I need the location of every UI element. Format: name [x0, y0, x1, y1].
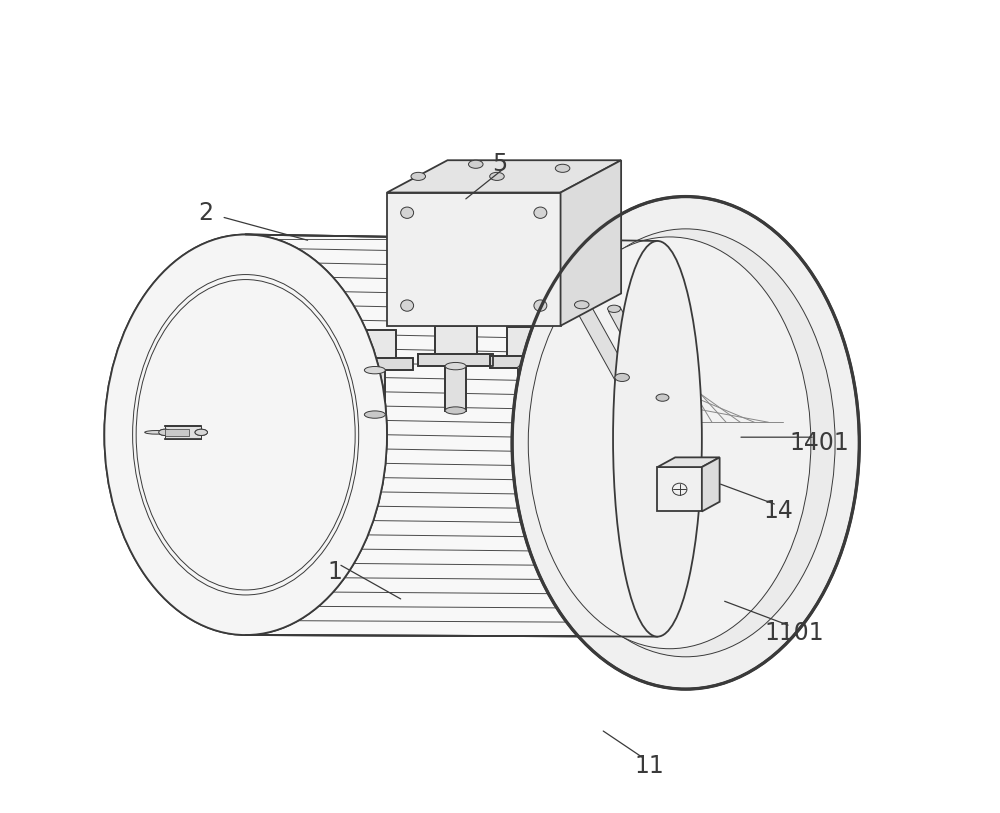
- Polygon shape: [593, 371, 614, 415]
- Ellipse shape: [518, 364, 539, 372]
- Ellipse shape: [327, 350, 350, 358]
- Polygon shape: [575, 301, 629, 381]
- Ellipse shape: [536, 229, 835, 657]
- Ellipse shape: [534, 300, 547, 311]
- Text: 1101: 1101: [765, 620, 825, 645]
- Ellipse shape: [518, 408, 539, 415]
- Text: 2: 2: [198, 201, 213, 224]
- Polygon shape: [165, 426, 201, 438]
- Ellipse shape: [104, 234, 387, 635]
- Ellipse shape: [401, 207, 414, 219]
- Polygon shape: [387, 193, 561, 326]
- Ellipse shape: [104, 234, 387, 635]
- Polygon shape: [657, 467, 702, 511]
- Ellipse shape: [364, 411, 385, 418]
- Ellipse shape: [195, 429, 207, 436]
- Polygon shape: [507, 328, 549, 355]
- Polygon shape: [418, 354, 493, 366]
- Ellipse shape: [411, 172, 426, 180]
- Polygon shape: [582, 331, 624, 359]
- Ellipse shape: [608, 305, 621, 312]
- Polygon shape: [354, 330, 396, 358]
- Ellipse shape: [574, 301, 589, 309]
- Ellipse shape: [145, 431, 169, 434]
- Polygon shape: [387, 160, 621, 193]
- Polygon shape: [137, 334, 758, 366]
- Polygon shape: [364, 370, 385, 415]
- Polygon shape: [337, 358, 413, 370]
- Polygon shape: [165, 426, 201, 438]
- Polygon shape: [201, 366, 758, 389]
- Ellipse shape: [528, 237, 811, 649]
- Polygon shape: [561, 160, 621, 326]
- Ellipse shape: [445, 406, 466, 414]
- Ellipse shape: [490, 172, 504, 180]
- Ellipse shape: [613, 241, 702, 637]
- Ellipse shape: [586, 345, 608, 352]
- Text: 5: 5: [492, 152, 508, 176]
- Ellipse shape: [555, 164, 570, 172]
- Ellipse shape: [512, 197, 859, 689]
- Ellipse shape: [159, 429, 171, 436]
- Text: 1: 1: [327, 560, 342, 584]
- Polygon shape: [702, 458, 720, 511]
- Ellipse shape: [615, 373, 629, 381]
- Polygon shape: [435, 326, 477, 354]
- Polygon shape: [657, 458, 720, 467]
- Polygon shape: [246, 234, 657, 637]
- Ellipse shape: [445, 363, 466, 370]
- Text: 14: 14: [764, 499, 794, 524]
- Polygon shape: [518, 367, 539, 412]
- Ellipse shape: [593, 411, 614, 419]
- Ellipse shape: [656, 394, 669, 402]
- Ellipse shape: [364, 367, 385, 374]
- Ellipse shape: [159, 429, 171, 436]
- Ellipse shape: [593, 367, 614, 375]
- Ellipse shape: [469, 160, 483, 168]
- Polygon shape: [694, 334, 758, 389]
- Polygon shape: [445, 366, 466, 411]
- Polygon shape: [165, 428, 189, 436]
- Polygon shape: [566, 359, 641, 371]
- Text: 11: 11: [635, 754, 664, 778]
- Ellipse shape: [401, 300, 414, 311]
- Polygon shape: [490, 355, 566, 367]
- Ellipse shape: [195, 429, 207, 436]
- Polygon shape: [608, 307, 668, 400]
- Ellipse shape: [534, 207, 547, 219]
- Text: 1401: 1401: [789, 431, 849, 454]
